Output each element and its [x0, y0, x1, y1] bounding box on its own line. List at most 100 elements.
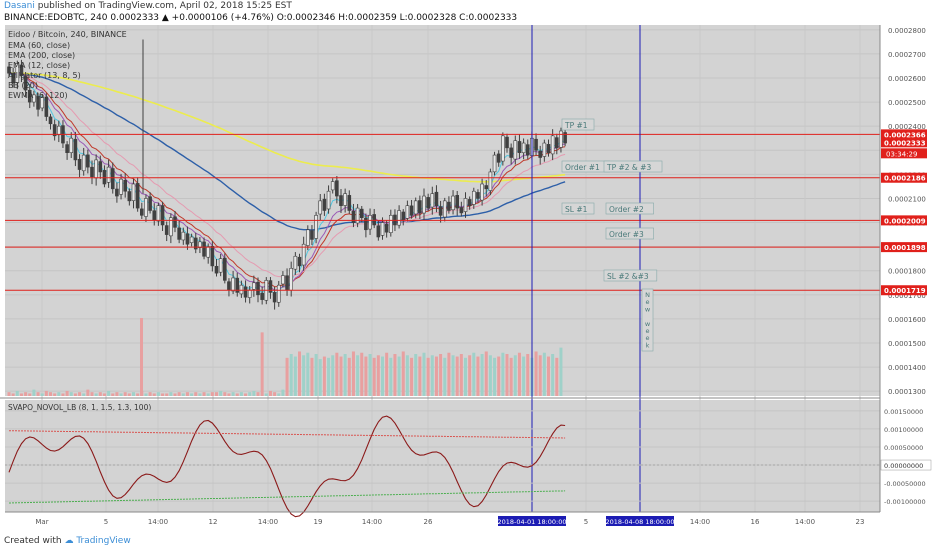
trade-annotation-box: [605, 202, 654, 215]
volume-bar: [509, 357, 513, 396]
volume-bar: [368, 354, 372, 396]
volume-bar: [7, 392, 11, 396]
volume-bar: [385, 352, 389, 396]
ema-60-line: [8, 72, 566, 231]
time-tick-label: 23: [856, 518, 865, 526]
volume-bar: [268, 390, 272, 396]
candle-body: [550, 135, 555, 155]
volume-bar: [127, 393, 131, 396]
author-name[interactable]: Dasani: [4, 1, 35, 11]
candle-body: [65, 144, 69, 153]
volume-bar: [351, 351, 355, 396]
volume-bar: [381, 356, 384, 396]
candle-body: [173, 216, 177, 228]
volume-bar: [410, 357, 414, 396]
price-tick-label: 0.0002100: [888, 195, 926, 203]
price-chart[interactable]: 0.0002800 0.0002700 0.0002600 0.0002500 0.00…: [0, 25, 932, 535]
price-tick-label: 0.0002400: [888, 123, 926, 131]
candle-body: [243, 286, 248, 298]
volume-bar: [389, 357, 393, 396]
volume-bar: [484, 351, 488, 396]
volume-bar: [65, 390, 69, 396]
volume-bar: [426, 357, 430, 396]
osc-tick-label: 0.00150000: [884, 408, 923, 416]
level-label-bg: [881, 285, 927, 296]
candle-body: [36, 96, 40, 110]
tradingview-logo[interactable]: ☁ TradingView: [64, 536, 131, 546]
new-week-char: e: [646, 298, 650, 306]
current-price-label: 0.0002333: [884, 139, 926, 147]
trade-annotation-box: [603, 160, 663, 173]
volume-bar: [513, 355, 517, 396]
candle-body: [19, 64, 24, 76]
candle-body: [235, 277, 240, 293]
candle-body: [239, 284, 244, 295]
volume-bar: [464, 357, 467, 396]
volume-bar: [165, 393, 169, 396]
volume-bar: [480, 354, 484, 396]
level-label-bg: [881, 215, 927, 226]
volume-bar: [115, 392, 119, 396]
footer: Created with ☁ TradingView: [4, 536, 131, 546]
candle-body: [193, 237, 198, 250]
volume-bar: [119, 393, 123, 396]
volume-bar: [356, 355, 360, 396]
volume-spike: [140, 318, 143, 396]
candle-body: [314, 215, 318, 239]
candle-body: [169, 217, 173, 237]
volume-bar: [347, 357, 351, 396]
candle-body: [542, 142, 547, 157]
volume-bar: [293, 356, 297, 396]
candle-body: [48, 116, 53, 125]
volume-bar: [260, 332, 264, 396]
volume-bar: [343, 354, 347, 396]
volume-bar: [102, 393, 106, 396]
candle-body: [442, 200, 447, 218]
candle-body: [534, 138, 538, 151]
candle-body: [285, 275, 289, 291]
candle-body: [513, 140, 518, 160]
candle-body: [318, 200, 323, 215]
candle-body: [140, 208, 144, 216]
candle-body: [15, 63, 20, 83]
volume-bar: [376, 355, 380, 396]
volume-bar: [123, 392, 127, 396]
legend-line: EMA (12, close): [8, 61, 70, 70]
volume-bar: [488, 355, 492, 396]
candle-body: [81, 154, 86, 172]
candle-body: [177, 227, 181, 240]
osc-tick-label: 0.00050000: [884, 444, 923, 452]
price-tick-label: 0.0002600: [888, 75, 926, 83]
candle-body: [214, 265, 219, 274]
price-tick-label: 0.0002800: [888, 27, 926, 35]
volume-bar: [331, 355, 335, 396]
countdown-bg: [881, 148, 927, 159]
volume-bar: [538, 355, 542, 396]
candle-body: [488, 171, 493, 191]
volume-bar: [551, 354, 555, 396]
candle-body: [447, 201, 451, 211]
volume-bar: [298, 351, 301, 396]
volume-bar: [53, 393, 57, 396]
candle-body: [52, 124, 57, 137]
legend-line: EMA (200, close): [8, 51, 75, 60]
osc-line: [8, 415, 566, 518]
volume-bar: [472, 352, 476, 396]
candle-body: [501, 135, 505, 162]
candle-body: [256, 281, 260, 296]
candle-body: [223, 257, 227, 281]
volume-bar: [61, 393, 65, 396]
time-marker-bg: [606, 516, 674, 526]
new-week-char: w: [645, 305, 651, 313]
time-tick-label: 14:00: [690, 518, 710, 526]
candle-body: [438, 206, 443, 216]
time-tick-label: 14:00: [258, 518, 278, 526]
candle-body: [90, 166, 94, 178]
volume-bar: [231, 392, 235, 396]
price-tick-label: 0.0001600: [888, 316, 926, 324]
volume-bar: [227, 393, 231, 396]
volume-bar: [235, 393, 239, 396]
time-tick-label: 14:00: [795, 518, 815, 526]
volume-bar: [476, 356, 480, 396]
trade-annotation-label: Order #1: [565, 163, 600, 172]
